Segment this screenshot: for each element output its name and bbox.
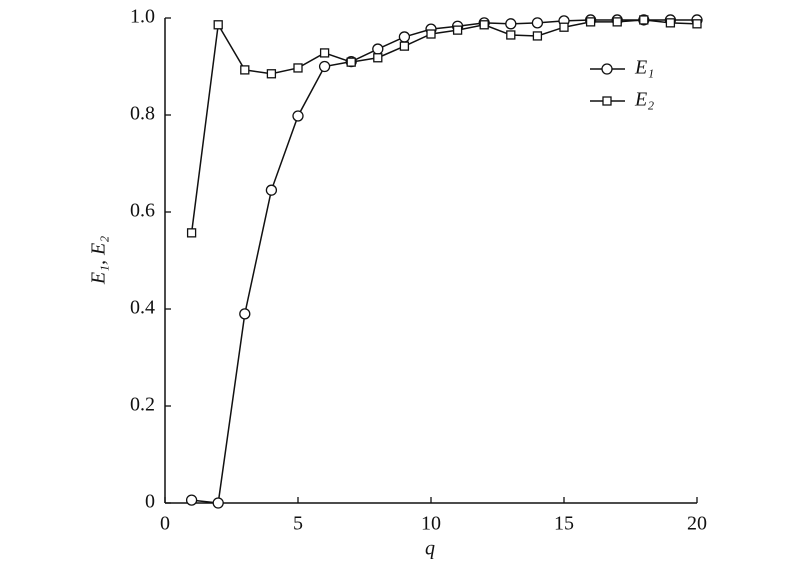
x-tick-label: 0 — [160, 513, 170, 535]
data-point — [452, 25, 463, 35]
data-point — [531, 17, 544, 29]
data-point — [665, 18, 676, 28]
legend-marker — [601, 63, 613, 75]
x-tick-label: 10 — [421, 513, 441, 535]
data-point — [373, 53, 383, 63]
data-point — [585, 17, 596, 27]
data-point — [559, 22, 569, 32]
data-point — [212, 497, 224, 509]
y-tick-label: 0.4 — [130, 297, 155, 319]
data-point — [266, 69, 277, 79]
x-tick-label: 5 — [293, 513, 303, 535]
data-point — [612, 17, 622, 27]
data-point — [399, 41, 410, 51]
data-point — [319, 48, 330, 58]
data-point — [346, 57, 356, 67]
y-tick-label: 0.8 — [130, 103, 155, 125]
data-point — [293, 63, 303, 73]
data-point — [398, 31, 411, 43]
y-tick-label: 0 — [145, 491, 155, 513]
data-point — [239, 308, 251, 320]
data-point — [426, 29, 436, 39]
data-point — [639, 15, 649, 25]
data-point — [240, 65, 250, 75]
data-point — [186, 228, 197, 238]
legend-label: E₂ — [634, 89, 654, 111]
y-tick-label: 1.0 — [130, 6, 155, 28]
y-tick-label: 0.6 — [130, 200, 155, 222]
data-point — [505, 18, 517, 30]
data-point — [185, 494, 198, 506]
series-line — [191, 19, 697, 504]
y-tick-label: 0.2 — [130, 394, 155, 416]
data-point — [372, 43, 384, 55]
data-point — [265, 184, 278, 196]
legend-label: E₁ — [634, 57, 654, 79]
data-point — [292, 110, 304, 122]
legend-marker — [602, 96, 612, 106]
data-point — [692, 19, 702, 29]
data-point — [318, 60, 331, 73]
series-line — [190, 19, 698, 233]
data-point — [213, 20, 223, 30]
x-tick-label: 15 — [554, 513, 574, 535]
data-point — [506, 30, 516, 40]
x-tick-label: 20 — [687, 513, 707, 535]
y-axis-label: E₁, E₂ — [88, 236, 110, 285]
data-point — [479, 20, 489, 30]
x-axis-label: q — [425, 538, 435, 560]
data-point — [532, 31, 543, 41]
